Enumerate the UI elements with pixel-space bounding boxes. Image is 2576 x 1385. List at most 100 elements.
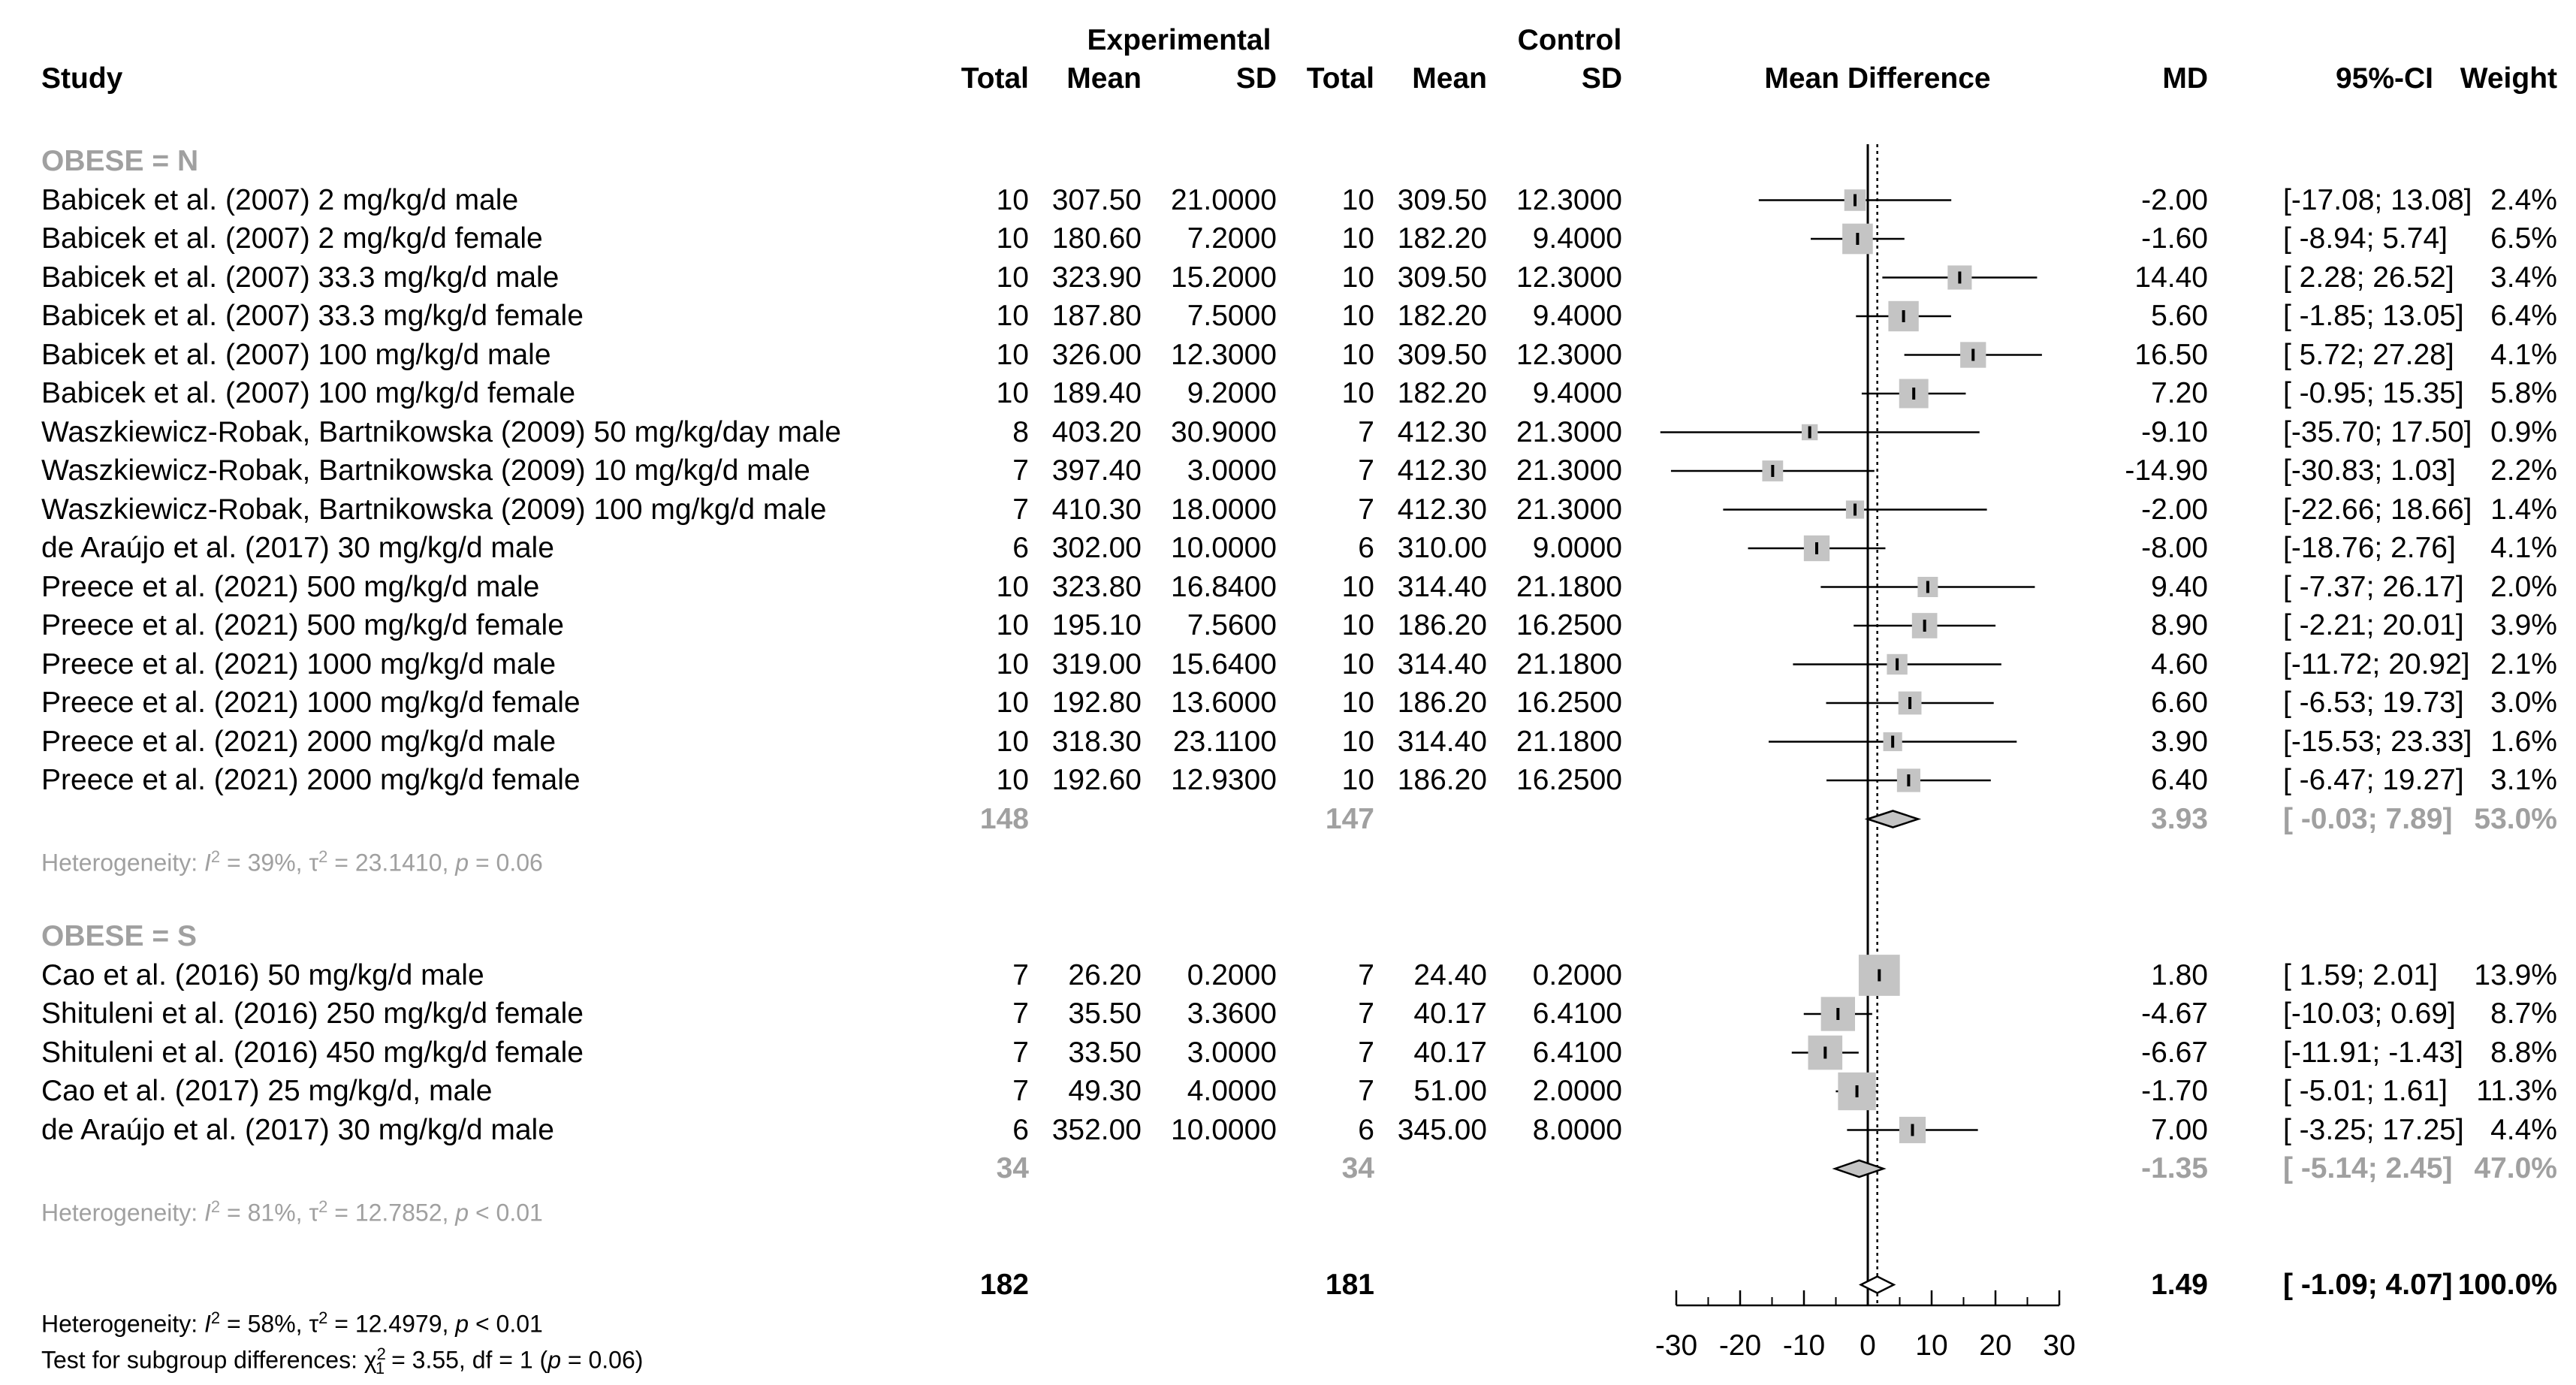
study-row-0-9-md: -8.00 xyxy=(2141,532,2208,564)
study-row-1-2-e-total: 7 xyxy=(1012,1036,1029,1069)
point-estimate-15 xyxy=(1907,774,1911,786)
study-row-0-15-study: Preece et al. (2021) 2000 mg/kg/d female xyxy=(41,764,581,796)
study-row-0-3-c-total: 10 xyxy=(1341,300,1374,332)
weight-header: Weight xyxy=(2460,62,2557,95)
summary-diamond-2 xyxy=(1858,1275,1896,1294)
study-row-1-2-weight: 8.8% xyxy=(2490,1036,2557,1069)
study-row-1-0-e-sd: 0.2000 xyxy=(1187,958,1277,991)
study-row-1-3-c-sd: 2.0000 xyxy=(1532,1075,1622,1107)
study-row-0-1-md: -1.60 xyxy=(2141,222,2208,255)
point-estimate-20 xyxy=(1911,1124,1914,1136)
group-summary-0-e-total: 148 xyxy=(979,802,1029,835)
study-row-0-4-md: 16.50 xyxy=(2134,338,2208,371)
study-row-1-3-e-total: 7 xyxy=(1012,1075,1029,1107)
study-row-0-4-e-total: 10 xyxy=(996,338,1029,371)
study-row-0-13-e-sd: 13.6000 xyxy=(1171,686,1277,719)
group-summary-1-c-total: 34 xyxy=(1341,1152,1374,1184)
study-row-0-0-c-mean: 309.50 xyxy=(1397,183,1487,216)
study-row-1-4-md: 7.00 xyxy=(2151,1113,2208,1146)
point-estimate-0 xyxy=(1854,194,1857,207)
study-row-0-2-e-mean: 323.90 xyxy=(1051,261,1142,294)
study-row-0-15-e-total: 10 xyxy=(996,764,1029,796)
group-summary-0-c-total: 147 xyxy=(1325,802,1374,835)
study-row-0-6-e-sd: 30.9000 xyxy=(1171,415,1277,448)
overall-summary-weight: 100.0% xyxy=(2457,1268,2557,1301)
x-tick-label-0: -30 xyxy=(1655,1329,1697,1362)
study-row-1-0-e-total: 7 xyxy=(1012,958,1029,991)
ctl-mean-header: Mean xyxy=(1412,62,1487,95)
study-row-0-13-md: 6.60 xyxy=(2151,686,2208,719)
study-row-0-7-weight: 2.2% xyxy=(2490,454,2557,487)
study-row-0-14-c-sd: 21.1800 xyxy=(1516,725,1622,758)
study-row-1-3-weight: 11.3% xyxy=(2476,1075,2557,1107)
study-row-1-0-e-mean: 26.20 xyxy=(1068,958,1142,991)
group-summary-0-weight: 53.0% xyxy=(2474,802,2557,835)
study-row-0-10-md: 9.40 xyxy=(2151,570,2208,603)
study-row-0-10-weight: 2.0% xyxy=(2490,570,2557,603)
study-row-0-0-c-total: 10 xyxy=(1341,183,1374,216)
point-estimate-6 xyxy=(1808,426,1811,439)
study-row-1-4-c-sd: 8.0000 xyxy=(1532,1113,1622,1146)
study-row-0-2-c-sd: 12.3000 xyxy=(1516,261,1622,294)
study-row-0-8-c-sd: 21.3000 xyxy=(1516,493,1622,526)
study-row-0-15-c-total: 10 xyxy=(1341,764,1374,796)
study-row-0-7-c-mean: 412.30 xyxy=(1397,454,1487,487)
study-row-1-3-md: -1.70 xyxy=(2141,1075,2208,1107)
study-row-0-12-e-mean: 319.00 xyxy=(1051,647,1142,680)
experimental-header: Experimental xyxy=(1087,24,1271,56)
study-row-1-0-c-mean: 24.40 xyxy=(1413,958,1487,991)
study-row-1-4-e-mean: 352.00 xyxy=(1051,1113,1142,1146)
study-row-1-0-weight: 13.9% xyxy=(2474,958,2557,991)
study-row-0-11-study: Preece et al. (2021) 500 mg/kg/d female xyxy=(41,609,564,641)
study-row-1-1-study: Shituleni et al. (2016) 250 mg/kg/d fema… xyxy=(41,997,584,1030)
group-label-0: OBESE = N xyxy=(41,145,199,177)
study-row-0-14-md: 3.90 xyxy=(2151,725,2208,758)
study-row-0-1-e-mean: 180.60 xyxy=(1051,222,1142,255)
point-estimate-2 xyxy=(1958,271,1962,284)
study-row-0-0-e-total: 10 xyxy=(996,183,1029,216)
exp-total-header: Total xyxy=(961,62,1029,95)
study-row-1-0-c-sd: 0.2000 xyxy=(1532,958,1622,991)
ctl-total-header: Total xyxy=(1306,62,1374,95)
study-row-0-7-study: Waszkiewicz-Robak, Bartnikowska (2009) 1… xyxy=(41,454,810,487)
study-row-0-15-weight: 3.1% xyxy=(2490,764,2557,796)
study-row-0-2-c-total: 10 xyxy=(1341,261,1374,294)
group-summary-0-md: 3.93 xyxy=(2151,802,2208,835)
study-row-0-7-e-total: 7 xyxy=(1012,454,1029,487)
study-row-0-0-weight: 2.4% xyxy=(2490,183,2557,216)
study-row-0-1-e-sd: 7.2000 xyxy=(1187,222,1277,255)
study-row-0-13-e-mean: 192.80 xyxy=(1051,686,1142,719)
point-estimate-10 xyxy=(1926,581,1929,593)
ctl-sd-header: SD xyxy=(1581,62,1622,95)
study-row-1-1-c-mean: 40.17 xyxy=(1413,997,1487,1030)
point-estimate-19 xyxy=(1855,1085,1859,1097)
exp-mean-header: Mean xyxy=(1066,62,1142,95)
study-row-0-2-study: Babicek et al. (2007) 33.3 mg/kg/d male xyxy=(41,261,560,294)
study-row-0-10-study: Preece et al. (2021) 500 mg/kg/d male xyxy=(41,570,540,603)
point-estimate-18 xyxy=(1823,1046,1827,1059)
study-row-0-15-c-sd: 16.2500 xyxy=(1516,764,1622,796)
group-heterogeneity-0: Heterogeneity: I2 = 39%, τ2 = 23.1410, p… xyxy=(41,847,543,877)
study-row-0-11-md: 8.90 xyxy=(2151,609,2208,641)
study-row-1-4-e-sd: 10.0000 xyxy=(1171,1113,1277,1146)
study-row-0-7-e-sd: 3.0000 xyxy=(1187,454,1277,487)
study-row-0-5-study: Babicek et al. (2007) 100 mg/kg/d female xyxy=(41,377,576,409)
study-row-0-5-c-mean: 182.20 xyxy=(1397,377,1487,409)
group-label-1: OBESE = S xyxy=(41,920,197,952)
study-row-0-8-e-sd: 18.0000 xyxy=(1171,493,1277,526)
study-row-1-0-md: 1.80 xyxy=(2151,958,2208,991)
study-row-0-15-md: 6.40 xyxy=(2151,764,2208,796)
study-row-0-14-c-total: 10 xyxy=(1341,725,1374,758)
study-row-0-6-c-mean: 412.30 xyxy=(1397,415,1487,448)
study-row-0-3-e-total: 10 xyxy=(996,300,1029,332)
point-estimate-1 xyxy=(1856,233,1860,245)
study-row-0-11-weight: 3.9% xyxy=(2490,609,2557,641)
study-row-1-1-e-total: 7 xyxy=(1012,997,1029,1030)
study-row-0-12-e-sd: 15.6400 xyxy=(1171,647,1277,680)
group-summary-1-e-total: 34 xyxy=(996,1152,1029,1184)
study-row-0-2-md: 14.40 xyxy=(2134,261,2208,294)
study-row-0-14-weight: 1.6% xyxy=(2490,725,2557,758)
study-row-0-12-c-total: 10 xyxy=(1341,647,1374,680)
study-row-0-2-e-sd: 15.2000 xyxy=(1171,261,1277,294)
